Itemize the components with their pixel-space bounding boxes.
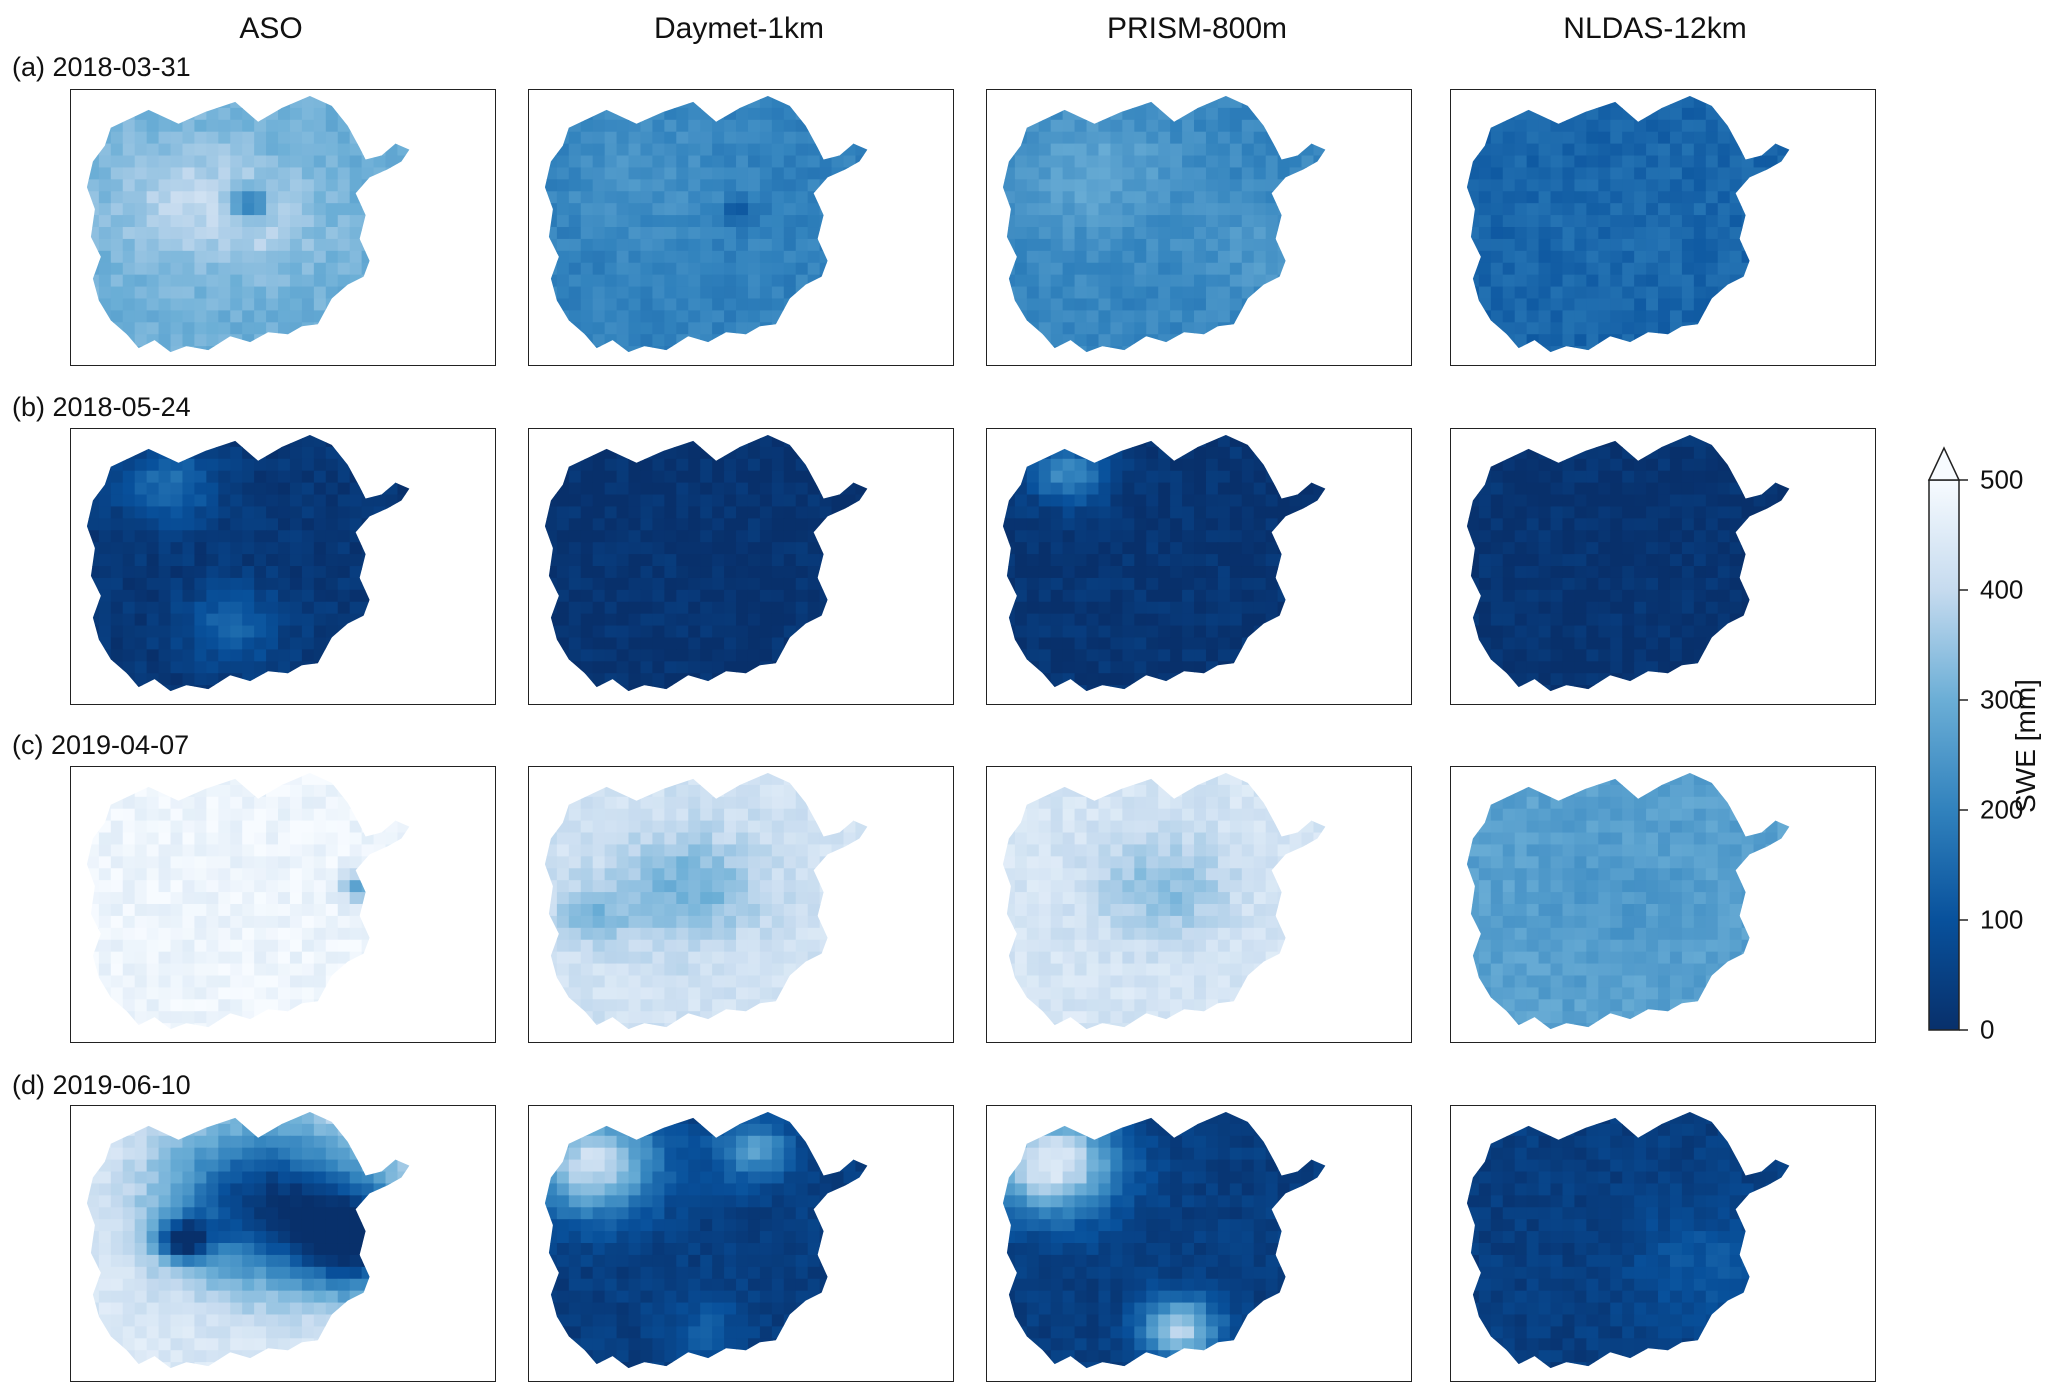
map-panel-d-daymet	[528, 1105, 954, 1382]
basin-map-c-daymet	[544, 772, 868, 1030]
swe-field-c-prism	[1002, 772, 1326, 1030]
map-panel-a-daymet	[528, 89, 954, 366]
row-label-a: (a) 2018-03-31	[12, 52, 191, 82]
colorbar-bar	[1927, 446, 1968, 1031]
colorbar-tick-label: 400	[1980, 574, 2024, 605]
row-label-c: (c) 2019-04-07	[12, 730, 190, 760]
basin-map-b-daymet	[544, 434, 868, 692]
swe-field-d-nldas	[1466, 1111, 1790, 1369]
colorbar-tick-label: 500	[1980, 464, 2024, 495]
colorbar-tick-label: 300	[1980, 684, 2024, 715]
map-panel-a-nldas	[1450, 89, 1876, 366]
map-panel-b-daymet	[528, 428, 954, 705]
swe-field-b-daymet	[544, 434, 868, 692]
swe-field-d-aso	[86, 1111, 410, 1369]
swe-field-b-nldas	[1466, 434, 1790, 692]
map-panel-c-daymet	[528, 766, 954, 1043]
basin-map-c-nldas	[1466, 772, 1790, 1030]
swe-field-b-prism	[1002, 434, 1326, 692]
column-header-aso: ASO	[239, 12, 303, 45]
map-panel-d-aso	[70, 1105, 496, 1382]
swe-field-c-daymet	[544, 772, 868, 1030]
map-panel-b-prism	[986, 428, 1412, 705]
colorbar-tick-label: 100	[1980, 904, 2024, 935]
basin-map-a-nldas	[1466, 95, 1790, 353]
basin-map-d-nldas	[1466, 1111, 1790, 1369]
basin-map-c-aso	[86, 772, 410, 1030]
basin-map-a-prism	[1002, 95, 1326, 353]
basin-map-a-daymet	[544, 95, 868, 353]
map-panel-d-prism	[986, 1105, 1412, 1382]
swe-field-a-aso	[86, 95, 410, 353]
colorbar-title: SWE [mm]	[2010, 679, 2041, 813]
basin-map-d-aso	[86, 1111, 410, 1369]
basin-map-a-aso	[86, 95, 410, 353]
basin-map-b-nldas	[1466, 434, 1790, 692]
swe-field-a-daymet	[544, 95, 868, 353]
basin-map-d-prism	[1002, 1111, 1326, 1369]
colorbar-tick-label: 200	[1980, 794, 2024, 825]
map-panel-c-nldas	[1450, 766, 1876, 1043]
swe-field-c-nldas	[1466, 772, 1790, 1030]
colorbar-ticks	[1959, 479, 1968, 1031]
basin-map-d-daymet	[544, 1111, 868, 1369]
basin-map-b-prism	[1002, 434, 1326, 692]
column-header-prism: PRISM-800m	[1106, 12, 1288, 45]
map-panel-c-prism	[986, 766, 1412, 1043]
map-panel-b-nldas	[1450, 428, 1876, 705]
row-label-b: (b) 2018-05-24	[12, 392, 191, 422]
swe-field-c-aso	[86, 772, 410, 1030]
map-panel-c-aso	[70, 766, 496, 1043]
map-panel-d-nldas	[1450, 1105, 1876, 1382]
swe-field-a-nldas	[1466, 95, 1790, 353]
basin-map-b-aso	[86, 434, 410, 692]
colorbar-tick-label: 0	[1980, 1014, 1995, 1045]
map-panel-a-prism	[986, 89, 1412, 366]
map-panel-b-aso	[70, 428, 496, 705]
colorbar: 0 100 200 300 400 500 SWE [mm]	[1926, 446, 2066, 1045]
column-header-nldas: NLDAS-12km	[1563, 12, 1747, 45]
row-label-d: (d) 2019-06-10	[12, 1070, 191, 1100]
swe-field-d-prism	[1002, 1111, 1326, 1369]
swe-field-b-aso	[86, 434, 410, 692]
basin-map-c-prism	[1002, 772, 1326, 1030]
column-header-daymet: Daymet-1km	[653, 12, 825, 45]
map-panel-a-aso	[70, 89, 496, 366]
swe-field-d-daymet	[544, 1111, 868, 1369]
swe-field-a-prism	[1002, 95, 1326, 353]
